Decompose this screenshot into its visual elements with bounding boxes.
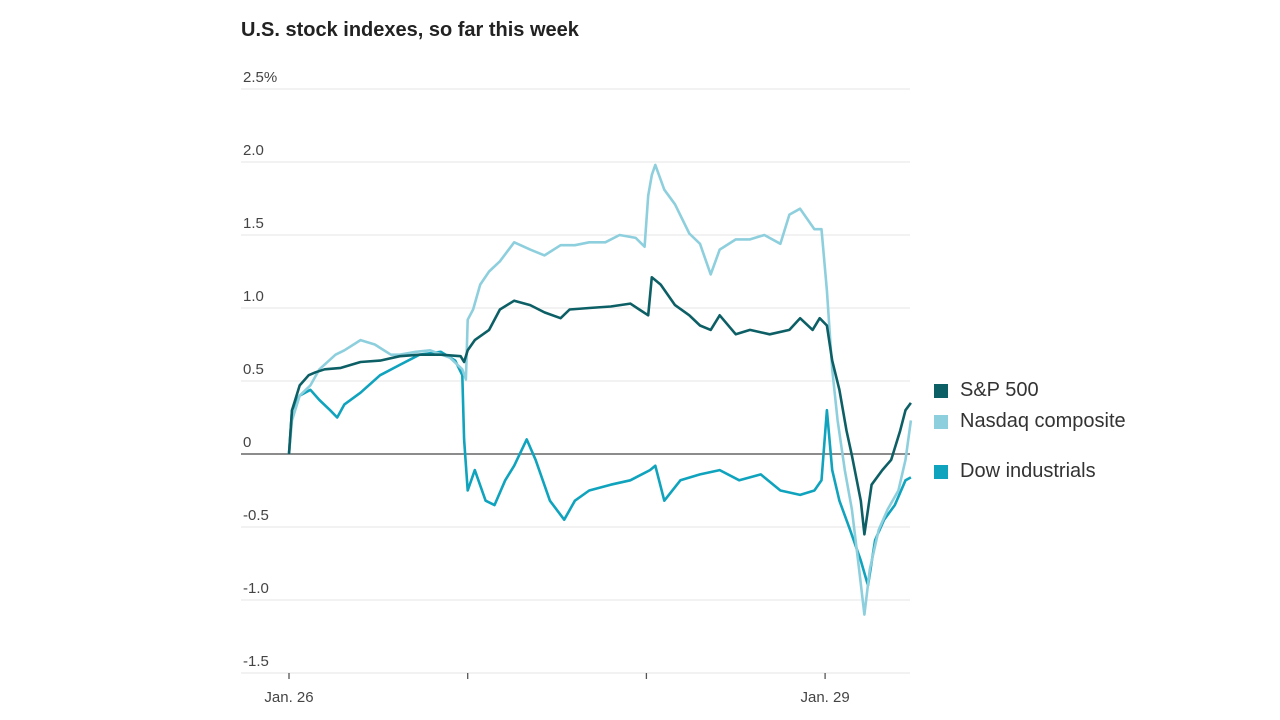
y-tick-label: 2.0	[243, 142, 264, 159]
legend-item-nasdaq: Nasdaq composite	[934, 410, 1126, 433]
legend-item-dow: Dow industrials	[934, 460, 1096, 483]
y-tick-label: 1.5	[243, 215, 264, 232]
series-line-nasdaq-composite	[287, 163, 913, 616]
legend-label-nasdaq: Nasdaq composite	[960, 410, 1126, 432]
x-axis: Jan. 26 Jan. 29	[264, 673, 850, 706]
y-tick-label: -1.0	[243, 580, 269, 597]
y-tick-label: 2.5%	[243, 69, 277, 86]
y-tick-label: 0	[243, 434, 251, 451]
gridlines	[241, 88, 910, 674]
legend-label-dow: Dow industrials	[960, 460, 1096, 482]
x-tick-label: Jan. 29	[800, 689, 849, 706]
y-tick-label: -0.5	[243, 507, 269, 524]
series-line-s-p-500	[287, 276, 912, 536]
legend-swatch-sp500	[934, 383, 948, 398]
legend-swatch-nasdaq	[934, 414, 948, 429]
chart-title: U.S. stock indexes, so far this week	[241, 19, 579, 41]
series-line-dow-industrials	[287, 350, 912, 587]
y-tick-label: 1.0	[243, 288, 264, 305]
legend-label-sp500: S&P 500	[960, 379, 1039, 401]
y-tick-label: 0.5	[243, 361, 264, 378]
legend-item-sp500: S&P 500	[934, 379, 1039, 402]
series-lines	[287, 163, 913, 616]
y-tick-label: -1.5	[243, 653, 269, 670]
legend-swatch-dow	[934, 464, 948, 479]
x-tick-label: Jan. 26	[264, 689, 313, 706]
y-axis-labels: 2.5% 2.0 1.5 1.0 0.5 0 -0.5 -1.0 -1.5	[243, 69, 277, 670]
